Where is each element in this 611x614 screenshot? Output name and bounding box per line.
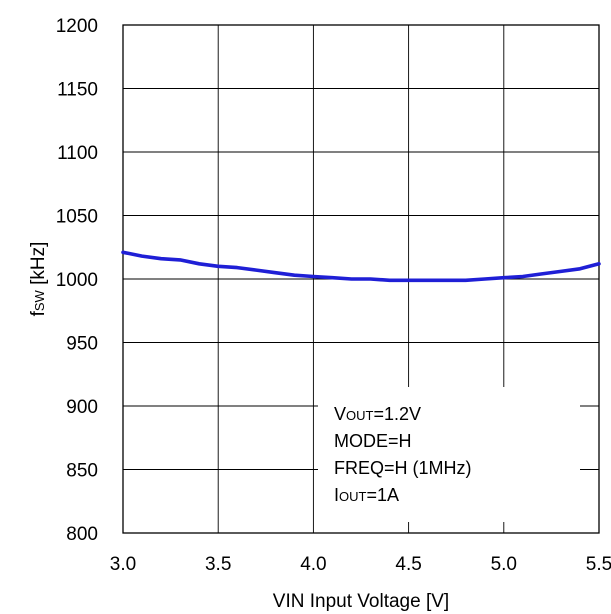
x-axis-label: VIN Input Voltage [V]	[273, 591, 449, 612]
y-tick-label: 850	[66, 461, 98, 482]
legend-line-vout: VOUT=1.2V	[334, 404, 421, 424]
y-axis-label-main: f	[28, 310, 49, 316]
y-axis-label: fSW [kHz]	[28, 242, 49, 317]
y-tick-label: 800	[66, 524, 98, 545]
y-tick-label: 1200	[56, 16, 98, 37]
y-tick-label: 900	[66, 397, 98, 418]
series-group	[121, 250, 601, 283]
x-tick-label: 4.0	[300, 554, 326, 575]
y-tick-labels: 800 850 900 950 1000 1050 1100 1150 1200	[56, 16, 98, 545]
x-tick-label: 5.0	[491, 554, 517, 575]
plot-frame	[122, 24, 600, 534]
x-tick-label: 5.5	[586, 554, 611, 575]
x-tick-label: 4.5	[395, 554, 421, 575]
x-tick-label: 3.5	[205, 554, 231, 575]
legend-line-mode: MODE=H	[334, 431, 412, 451]
x-tick-label: 3.0	[110, 554, 136, 575]
y-tick-label: 1000	[56, 270, 98, 291]
y-tick-label: 1150	[57, 80, 98, 101]
legend-text: VOUT=1.2V MODE=H FREQ=H (1MHz) IOUT=1A	[334, 404, 472, 505]
series-line	[121, 250, 601, 283]
legend-line-iout: IOUT=1A	[334, 485, 399, 505]
y-tick-label: 1050	[56, 207, 98, 228]
x-tick-labels: 3.0 3.5 4.0 4.5 5.0 5.5	[110, 554, 611, 575]
legend-box	[318, 387, 580, 522]
y-tick-label: 1100	[57, 143, 98, 164]
y-axis-label-unit: [kHz]	[28, 242, 49, 291]
legend-line-freq: FREQ=H (1MHz)	[334, 458, 472, 478]
y-tick-label: 950	[66, 334, 98, 355]
y-axis-label-sub: SW	[32, 289, 47, 311]
